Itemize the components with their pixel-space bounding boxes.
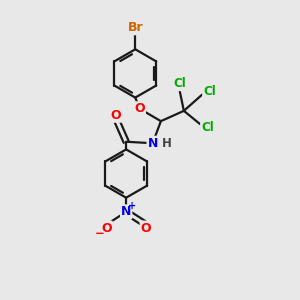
- Text: +: +: [128, 201, 136, 211]
- Text: N: N: [148, 137, 158, 150]
- Text: Cl: Cl: [201, 121, 214, 134]
- Text: N: N: [121, 205, 131, 218]
- Text: Br: Br: [128, 21, 143, 34]
- Text: Cl: Cl: [173, 77, 186, 90]
- Text: O: O: [141, 221, 151, 235]
- Text: O: O: [134, 102, 145, 115]
- Text: H: H: [162, 137, 172, 150]
- Text: Cl: Cl: [203, 85, 216, 98]
- Text: O: O: [101, 221, 112, 235]
- Text: O: O: [110, 109, 121, 122]
- Text: −: −: [95, 227, 105, 240]
